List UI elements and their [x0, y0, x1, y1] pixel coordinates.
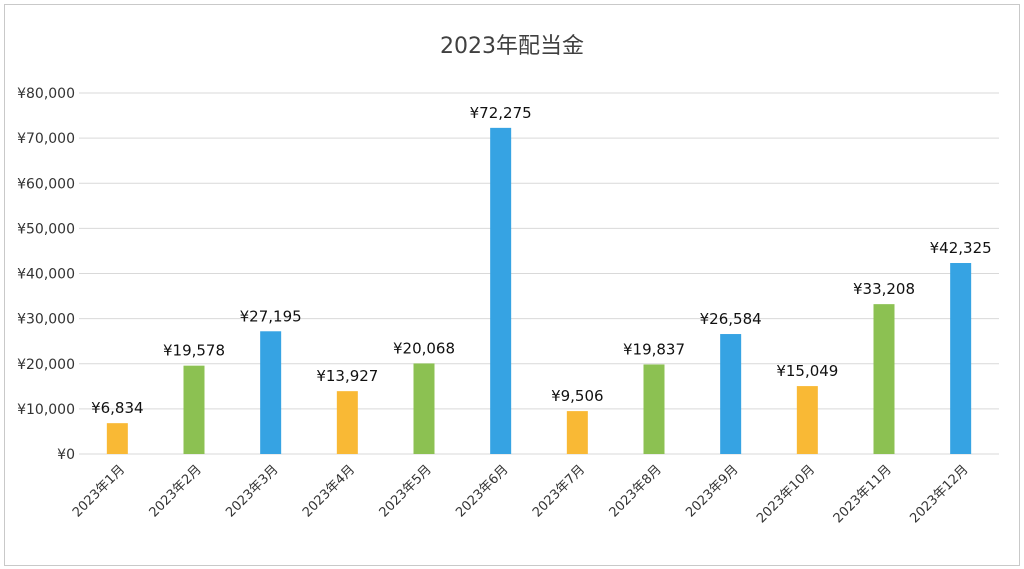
data-labels: ¥6,834 ¥19,578 ¥27,195 ¥13,927 ¥20,068 ¥72,27…	[91, 104, 992, 417]
x-tick-label: 2023年5月	[377, 462, 435, 520]
data-label: ¥26,584	[700, 310, 762, 328]
y-tick-label: ¥80,000	[17, 86, 75, 102]
y-tick-label: ¥30,000	[17, 312, 75, 328]
y-tick-label: ¥60,000	[17, 176, 75, 192]
y-tick-label: ¥40,000	[17, 267, 75, 283]
y-tick-label: ¥0	[57, 447, 75, 463]
x-tick-label: 2023年4月	[300, 462, 358, 520]
bars	[106, 127, 972, 454]
data-label: ¥33,208	[853, 280, 915, 298]
data-label: ¥15,049	[776, 362, 838, 380]
bar[interactable]	[490, 127, 512, 454]
x-axis: 2023年1月 2023年2月 2023年3月 2023年4月 2023年5月 2023年…	[70, 462, 972, 526]
x-tick-label: 2023年12月	[907, 462, 971, 526]
data-label: ¥42,325	[930, 239, 992, 257]
data-label: ¥20,068	[393, 339, 455, 357]
x-tick-label: 2023年2月	[147, 462, 205, 520]
bar[interactable]	[873, 304, 895, 454]
bar[interactable]	[260, 331, 282, 454]
bar[interactable]	[566, 411, 588, 454]
y-tick-label: ¥50,000	[17, 221, 75, 237]
data-label: ¥27,195	[240, 307, 302, 325]
data-label: ¥13,927	[316, 367, 378, 385]
bar[interactable]	[183, 365, 205, 454]
bar[interactable]	[950, 263, 972, 454]
data-label: ¥6,834	[91, 399, 144, 417]
x-tick-label: 2023年3月	[223, 462, 281, 520]
x-tick-label: 2023年7月	[530, 462, 588, 520]
data-label: ¥9,506	[551, 387, 604, 405]
y-tick-label: ¥70,000	[17, 131, 75, 147]
data-label: ¥72,275	[470, 104, 532, 122]
bar[interactable]	[336, 391, 358, 454]
x-tick-label: 2023年8月	[607, 462, 665, 520]
gridlines	[79, 92, 999, 455]
y-axis: ¥0 ¥10,000 ¥20,000 ¥30,000 ¥40,000 ¥50,000 ¥60…	[17, 86, 75, 463]
bar[interactable]	[106, 423, 128, 454]
x-tick-label: 2023年9月	[683, 462, 741, 520]
chart-area[interactable]: 2023年配当金 ¥0 ¥10,000 ¥20,000 ¥30,000 ¥40,000 ¥…	[4, 4, 1020, 566]
y-tick-label: ¥10,000	[17, 402, 75, 418]
bar[interactable]	[643, 364, 665, 454]
x-tick-label: 2023年6月	[453, 462, 511, 520]
x-tick-label: 2023年11月	[831, 462, 895, 526]
y-tick-label: ¥20,000	[17, 357, 75, 373]
bar-chart: 2023年配当金 ¥0¥10,000¥20,000¥30,000¥40,000¥…	[17, 34, 999, 526]
data-label: ¥19,837	[623, 340, 685, 358]
data-label: ¥19,578	[163, 342, 225, 360]
bar[interactable]	[720, 334, 742, 454]
bar[interactable]	[413, 363, 435, 454]
bar[interactable]	[796, 386, 818, 454]
chart-title: 2023年配当金	[440, 34, 584, 59]
x-tick-label: 2023年10月	[754, 462, 818, 526]
x-tick-label: 2023年1月	[70, 462, 128, 520]
